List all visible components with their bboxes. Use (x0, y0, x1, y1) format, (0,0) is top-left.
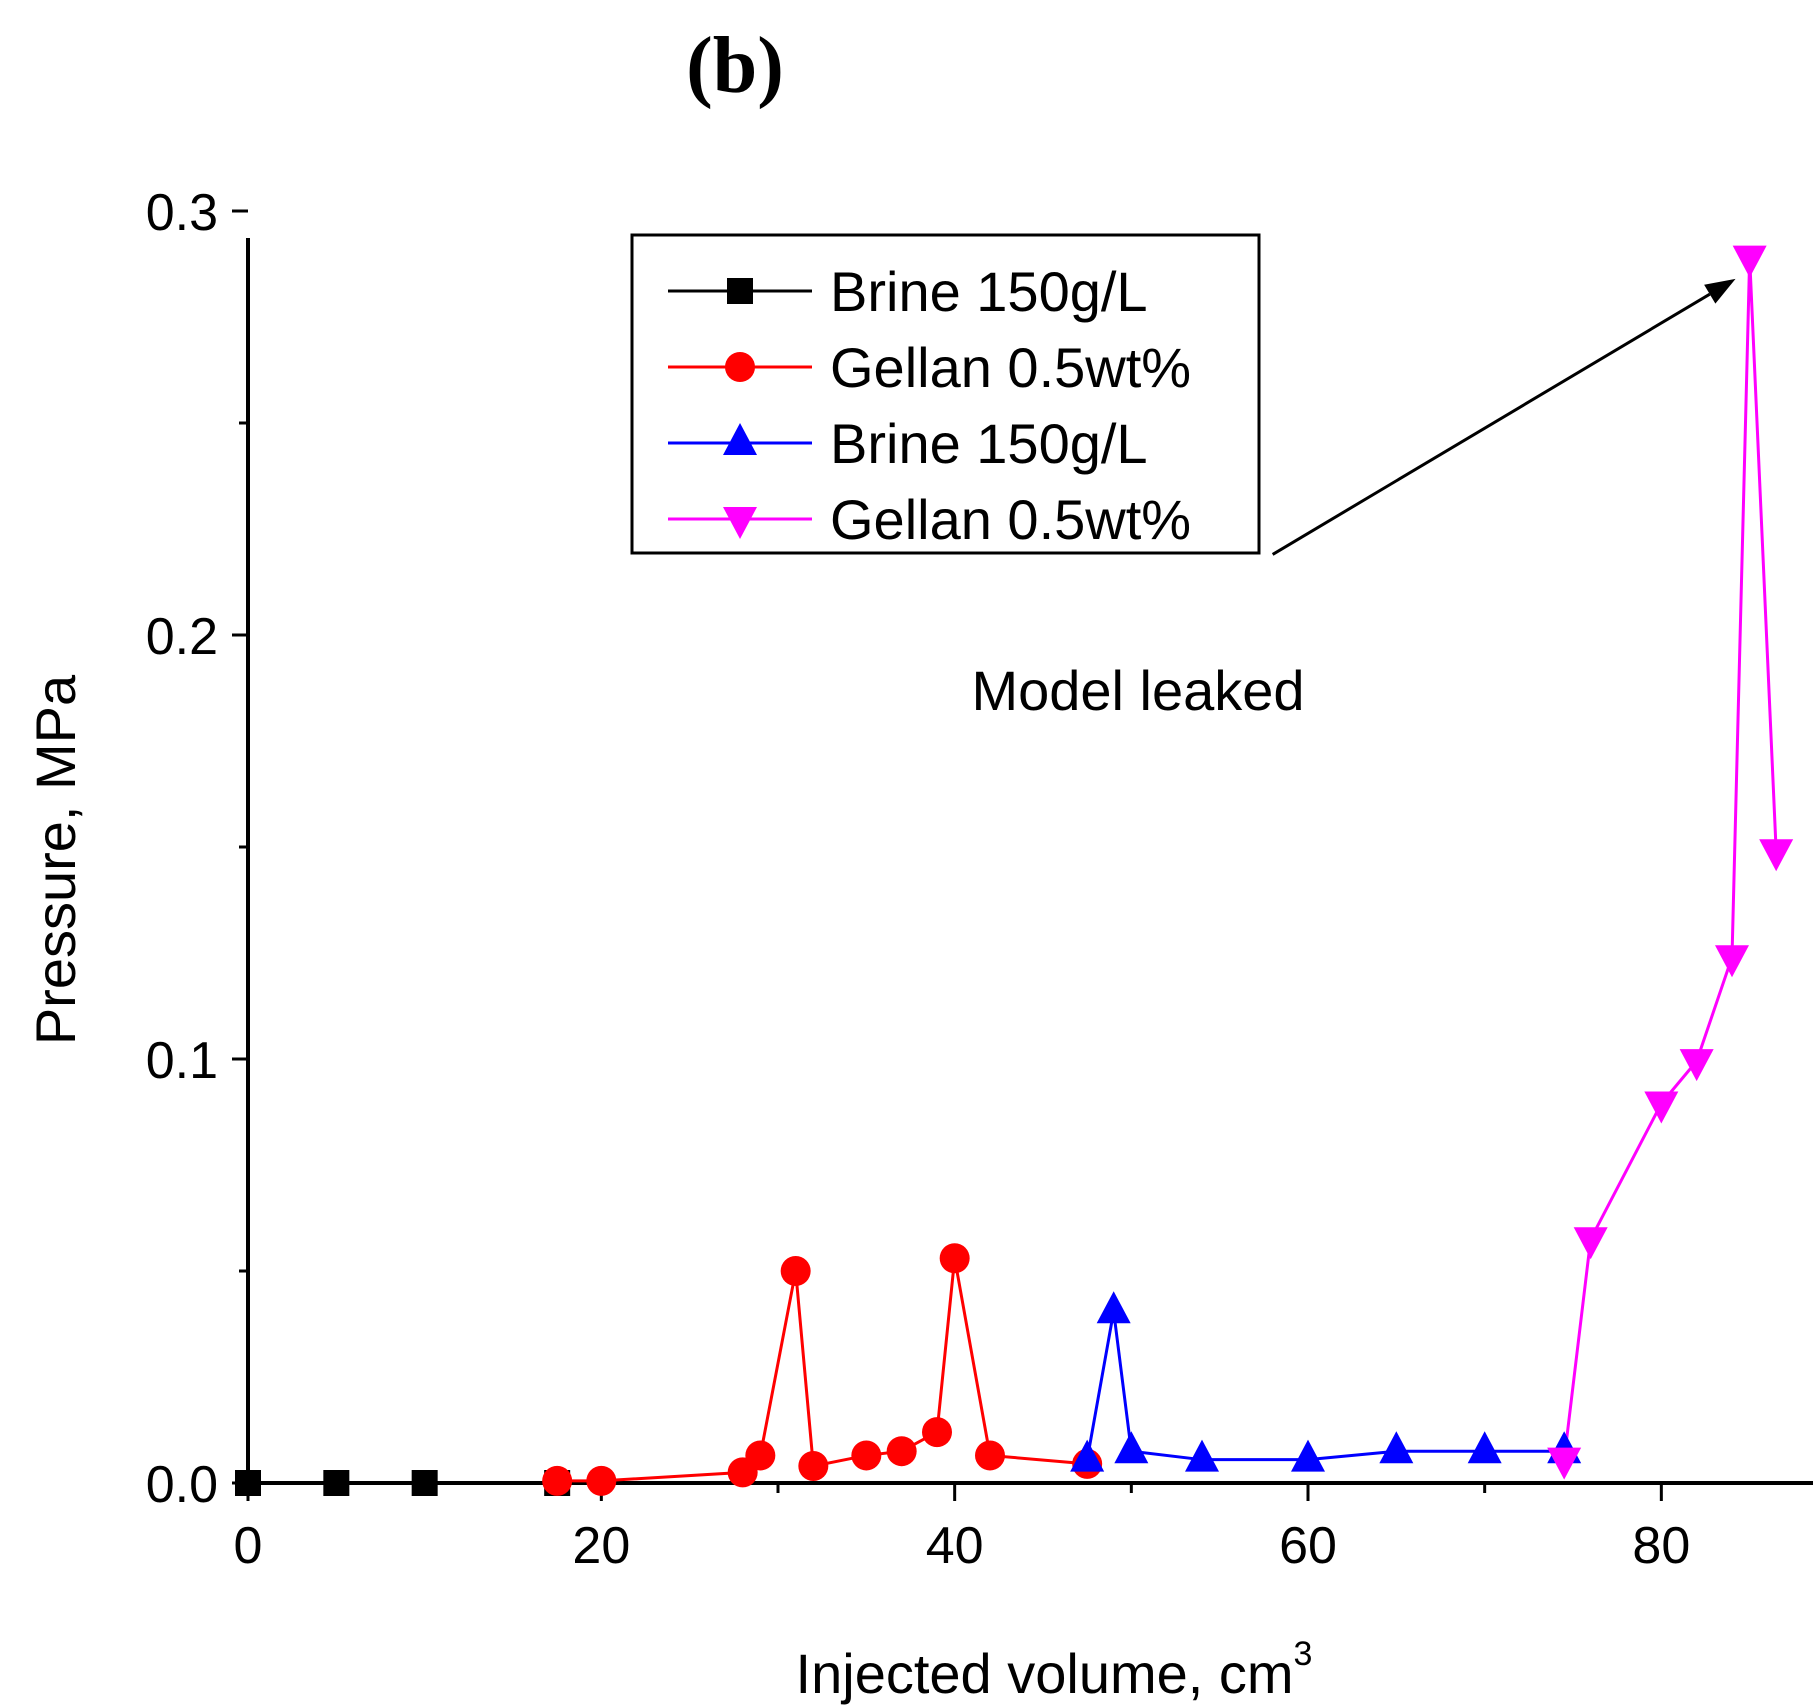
x-axis-label: Injected volume, cm3 (796, 1635, 1313, 1705)
series-1-point (235, 1470, 261, 1496)
legend-label: Brine 150g/L (830, 260, 1148, 323)
series-1-point (323, 1470, 350, 1496)
panel-label: (b) (686, 22, 784, 110)
series-4-point (1679, 1049, 1714, 1082)
series-2-point (542, 1465, 573, 1496)
annotation: Model leaked (971, 278, 1736, 722)
y-axis-label: Pressure, MPa (24, 674, 87, 1045)
legend-marker (723, 423, 757, 455)
series-4-point (1759, 839, 1794, 872)
legend-label: Gellan 0.5wt% (830, 336, 1191, 399)
series-3-line (1085, 1311, 1565, 1462)
y-tick-label: 0.3 (146, 184, 218, 242)
series-3-point (1114, 1431, 1149, 1464)
series-2-point (745, 1440, 776, 1471)
series-2-point (780, 1256, 811, 1286)
series-3-point (1185, 1439, 1219, 1472)
ticks (232, 209, 1663, 1501)
series-2-point (586, 1465, 617, 1496)
legend: Brine 150g/L Gellan 0.5wt% Brine 150g/L Gel… (630, 233, 1261, 555)
series-2-point (922, 1417, 952, 1448)
x-tick-label: 40 (926, 1517, 984, 1575)
annotation-text: Model leaked (971, 659, 1304, 722)
x-tick-label: 0 (234, 1517, 263, 1575)
series-3-point (1467, 1431, 1502, 1464)
series-3-point (1379, 1431, 1414, 1464)
series-2-point (886, 1436, 917, 1467)
x-tick-label: 20 (572, 1517, 630, 1575)
series-4-line (1562, 257, 1778, 1460)
series-4-point (1715, 945, 1749, 978)
series-2-point (851, 1440, 882, 1471)
annotation-arrow (1271, 292, 1711, 556)
series-3-point (1070, 1439, 1105, 1472)
series-3-point (1291, 1439, 1325, 1472)
y-tick-label: 0.2 (146, 608, 218, 666)
y-tick-label: 0.0 (146, 1456, 218, 1514)
series-2-line (557, 1258, 1088, 1483)
series-4-point (1547, 1447, 1582, 1480)
series-3-point (1096, 1291, 1131, 1324)
legend-marker (727, 278, 753, 304)
legend-label: Brine 150g/L (830, 412, 1148, 475)
tick-labels: 0 20 40 60 80 0.0 0.1 0.2 0.3 (146, 184, 1691, 1575)
x-tick-label: 60 (1279, 1517, 1337, 1575)
series-markers (235, 245, 1794, 1496)
y-tick-label: 0.1 (146, 1032, 218, 1090)
series-2-point (975, 1440, 1005, 1471)
legend-marker (723, 507, 757, 539)
legend-marker (725, 352, 755, 382)
legend-label: Gellan 0.5wt% (830, 488, 1191, 551)
annotation-arrowhead (1704, 278, 1736, 304)
series-2-point (939, 1243, 970, 1274)
series-1-point (411, 1470, 438, 1496)
series-4-point (1644, 1091, 1679, 1124)
x-tick-label: 80 (1632, 1517, 1690, 1575)
series-2-point (798, 1451, 829, 1482)
series-4-point (1732, 245, 1767, 278)
series-4-point (1573, 1227, 1608, 1260)
